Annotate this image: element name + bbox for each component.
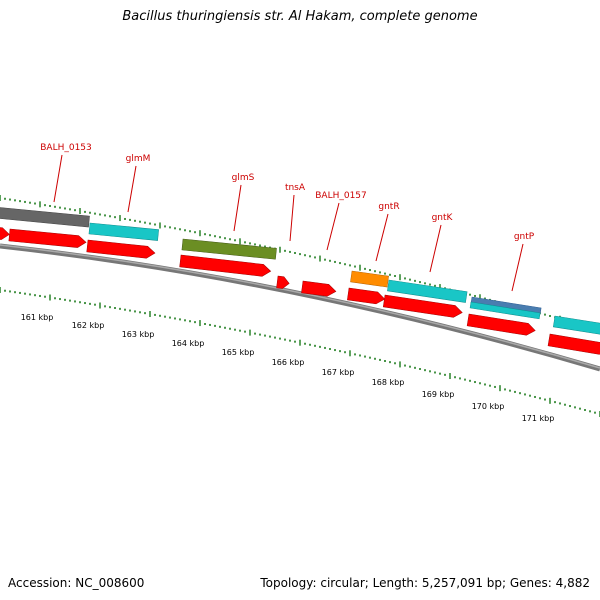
gene-label-glms: glmS xyxy=(232,173,255,183)
callout-line xyxy=(127,165,137,213)
cds-arrow xyxy=(179,254,272,277)
cds-arrow xyxy=(466,313,536,336)
accession-text: Accession: NC_008600 xyxy=(8,576,145,590)
backbone-highlight xyxy=(0,244,600,369)
kbp-label: 169 kbp xyxy=(422,390,455,399)
kbp-scale-labels: 161 kbp 162 kbp 163 kbp 164 kbp 165 kbp 166 k… xyxy=(21,313,555,423)
callout-line xyxy=(511,243,524,292)
callout-line xyxy=(233,184,242,232)
feature-bar xyxy=(0,206,90,228)
kbp-label: 161 kbp xyxy=(21,313,54,322)
gene-label-balh_0153: BALH_0153 xyxy=(40,143,92,153)
gene-label-glmm: glmM xyxy=(126,154,151,164)
gene-callouts: BALH_0153 glmM glmS tnsA BALH_0157 gntR gntK gn… xyxy=(40,143,535,292)
kbp-label: 166 kbp xyxy=(272,358,305,367)
cds-arrow xyxy=(8,228,87,248)
cds-arrow xyxy=(276,275,290,289)
kbp-label: 163 kbp xyxy=(122,330,155,339)
cds-arrow xyxy=(301,280,337,297)
feature-bar xyxy=(88,222,159,241)
gene-label-gntr: gntR xyxy=(378,202,399,212)
gene-label-gntp: gntP xyxy=(514,232,535,242)
callout-line xyxy=(289,194,295,242)
gene-label-tnsa: tnsA xyxy=(285,183,306,193)
kbp-label: 168 kbp xyxy=(372,378,405,387)
gene-label-gntk: gntK xyxy=(432,213,454,223)
cds-arrow xyxy=(347,287,386,305)
feature-track xyxy=(0,206,600,355)
cds-arrow xyxy=(86,239,156,259)
gene-label-balh_0157: BALH_0157 xyxy=(315,191,367,201)
map-title: Bacillus thuringiensis str. Al Hakam, co… xyxy=(122,9,478,24)
feature-bar xyxy=(552,315,600,337)
feature-bar xyxy=(350,270,389,288)
feature-bar xyxy=(387,279,468,303)
feature-bar xyxy=(469,301,541,320)
cds-arrow xyxy=(0,226,10,240)
kbp-label: 162 kbp xyxy=(72,321,105,330)
callout-line xyxy=(53,154,63,203)
cds-arrow xyxy=(547,333,600,355)
kbp-label: 164 kbp xyxy=(172,339,205,348)
inner-tick-ring xyxy=(0,287,600,417)
callout-line xyxy=(375,213,389,262)
kbp-label: 171 kbp xyxy=(522,414,555,423)
callout-line xyxy=(326,202,340,251)
cds-arrow xyxy=(382,294,463,318)
backbone-track xyxy=(0,243,600,372)
feature-bar xyxy=(181,238,277,260)
genome-summary-text: Topology: circular; Length: 5,257,091 bp… xyxy=(260,576,590,590)
kbp-label: 167 kbp xyxy=(322,368,355,377)
kbp-label: 165 kbp xyxy=(222,348,255,357)
kbp-label: 170 kbp xyxy=(472,402,505,411)
callout-line xyxy=(429,224,442,273)
